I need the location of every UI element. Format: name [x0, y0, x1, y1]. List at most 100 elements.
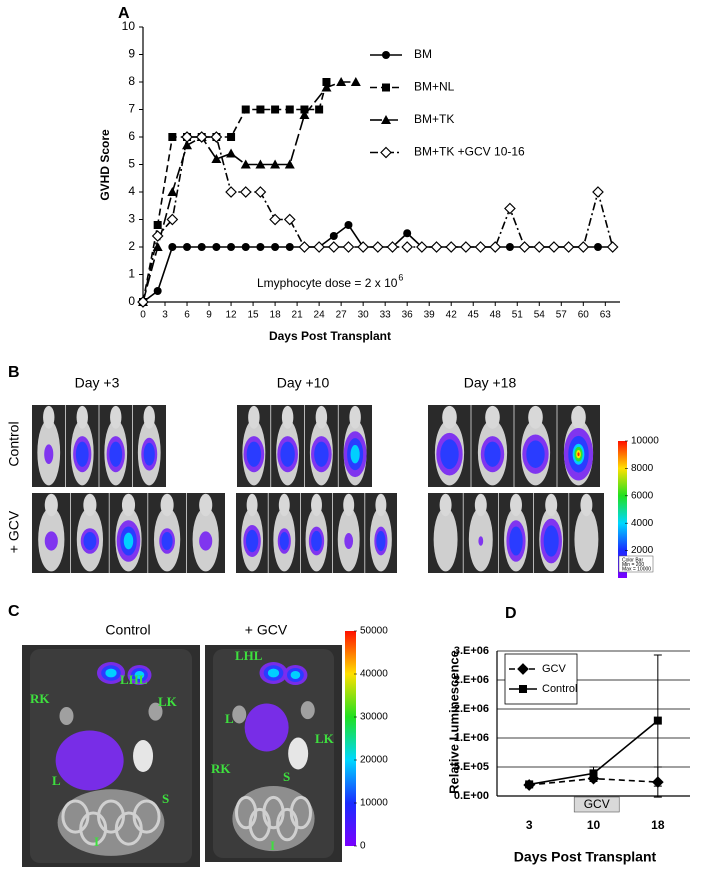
x-tick-label: 3: [162, 310, 168, 321]
marker: [153, 287, 162, 295]
spleen: [133, 740, 154, 772]
legend-marker: [519, 685, 527, 693]
mouse-head: [248, 405, 260, 429]
y-tick-label: 6: [128, 129, 135, 143]
organ-label: LK: [158, 694, 178, 709]
organ-label: LHL: [120, 672, 148, 687]
legend-marker: [380, 146, 392, 159]
organ-label: L: [52, 773, 61, 788]
kidney: [232, 705, 247, 724]
marker: [151, 230, 164, 242]
y-tick-label: 2: [128, 239, 135, 253]
marker: [299, 110, 310, 119]
color-bar-tick-label: 6000: [631, 490, 654, 501]
mouse-head: [110, 405, 122, 429]
color-bar-tick-label: 8000: [631, 463, 654, 474]
x-tick-label: 36: [402, 310, 414, 321]
marker: [592, 186, 604, 198]
y-tick-label: 3.E+06: [454, 645, 489, 657]
signal: [526, 440, 545, 468]
mouse-head: [278, 493, 290, 517]
signal: [55, 730, 124, 791]
color-bar-note: Max = 10000: [622, 566, 651, 572]
y-tick-label: 9: [128, 47, 135, 61]
color-bar-tick-label: 20000: [360, 755, 388, 766]
group-title: + GCV: [245, 622, 288, 638]
signal: [290, 671, 301, 679]
color-bar-tick-label: 30000: [360, 712, 388, 723]
x-tick-label: 57: [556, 310, 568, 321]
marker: [548, 241, 560, 253]
x-tick-label: 51: [512, 310, 524, 321]
x-tick-label: 18: [270, 310, 282, 321]
marker: [336, 77, 347, 86]
marker: [256, 105, 265, 114]
y-tick-label: 1.E+06: [454, 732, 489, 744]
signal: [244, 703, 289, 752]
x-tick-label: 18: [651, 818, 665, 832]
marker: [386, 241, 399, 253]
y-tick-label: 3: [128, 212, 135, 226]
marker: [322, 78, 331, 86]
marker: [227, 243, 236, 251]
signal: [44, 531, 58, 551]
signal: [161, 532, 173, 550]
mouse-head: [44, 493, 58, 517]
y-tick-label: 7: [128, 102, 135, 116]
marker: [416, 241, 428, 253]
signal: [509, 526, 523, 556]
color-bar-tick-label: 4000: [631, 518, 654, 529]
marker: [430, 241, 443, 253]
marker: [137, 296, 149, 308]
organ-label: L: [225, 711, 234, 726]
row-label: + GCV: [6, 510, 22, 553]
mouse-head: [571, 405, 586, 429]
mouse-body: [574, 507, 599, 572]
mouse-head: [43, 405, 55, 429]
kidney: [148, 702, 163, 721]
color-bar-note: Min = 200: [622, 562, 644, 568]
marker: [226, 148, 237, 158]
marker: [271, 243, 280, 251]
signal: [543, 525, 559, 557]
intestine-loop: [97, 799, 125, 834]
marker: [371, 241, 384, 253]
color-bar-tick-label: 0: [360, 841, 366, 852]
mouse-head: [246, 493, 258, 517]
y-axis-title: GVHD Score: [98, 129, 112, 201]
x-tick-label: 33: [380, 310, 392, 321]
intestine: [57, 789, 165, 856]
x-tick-label: 12: [225, 310, 237, 321]
marker: [255, 159, 266, 169]
signal: [199, 531, 213, 551]
kidney: [300, 701, 315, 720]
marker: [401, 241, 414, 253]
color-bar-tick-label: 2000: [631, 545, 654, 556]
signal: [134, 671, 145, 679]
marker: [350, 77, 361, 86]
x-axis-title: Days Post Transplant: [514, 849, 657, 865]
x-axis-title: Days Post Transplant: [269, 329, 391, 343]
marker: [321, 82, 332, 92]
panel-label: C: [8, 603, 20, 620]
signal: [267, 668, 280, 678]
signal: [311, 530, 322, 552]
intestine-loop: [132, 799, 161, 834]
legend-label: BM+TK +GCV 10-16: [414, 145, 525, 159]
mouse-body: [433, 507, 458, 572]
color-bar-tick-label: 50000: [360, 626, 388, 637]
color-bar: [345, 631, 356, 846]
mouse-head: [510, 493, 522, 517]
x-tick-label: 3: [526, 818, 533, 832]
signal: [577, 452, 580, 457]
day-label: Day +10: [277, 375, 330, 391]
panel-label: A: [118, 5, 130, 22]
marker: [403, 229, 412, 238]
color-bar-tick-label: 40000: [360, 669, 388, 680]
x-tick-label: 9: [206, 310, 212, 321]
marker: [197, 243, 206, 251]
marker: [195, 131, 208, 143]
color-bar-tick-label: 10000: [360, 798, 388, 809]
y-axis-title: Relative Luminescence: [446, 650, 461, 794]
organ-label: LK: [315, 731, 335, 746]
